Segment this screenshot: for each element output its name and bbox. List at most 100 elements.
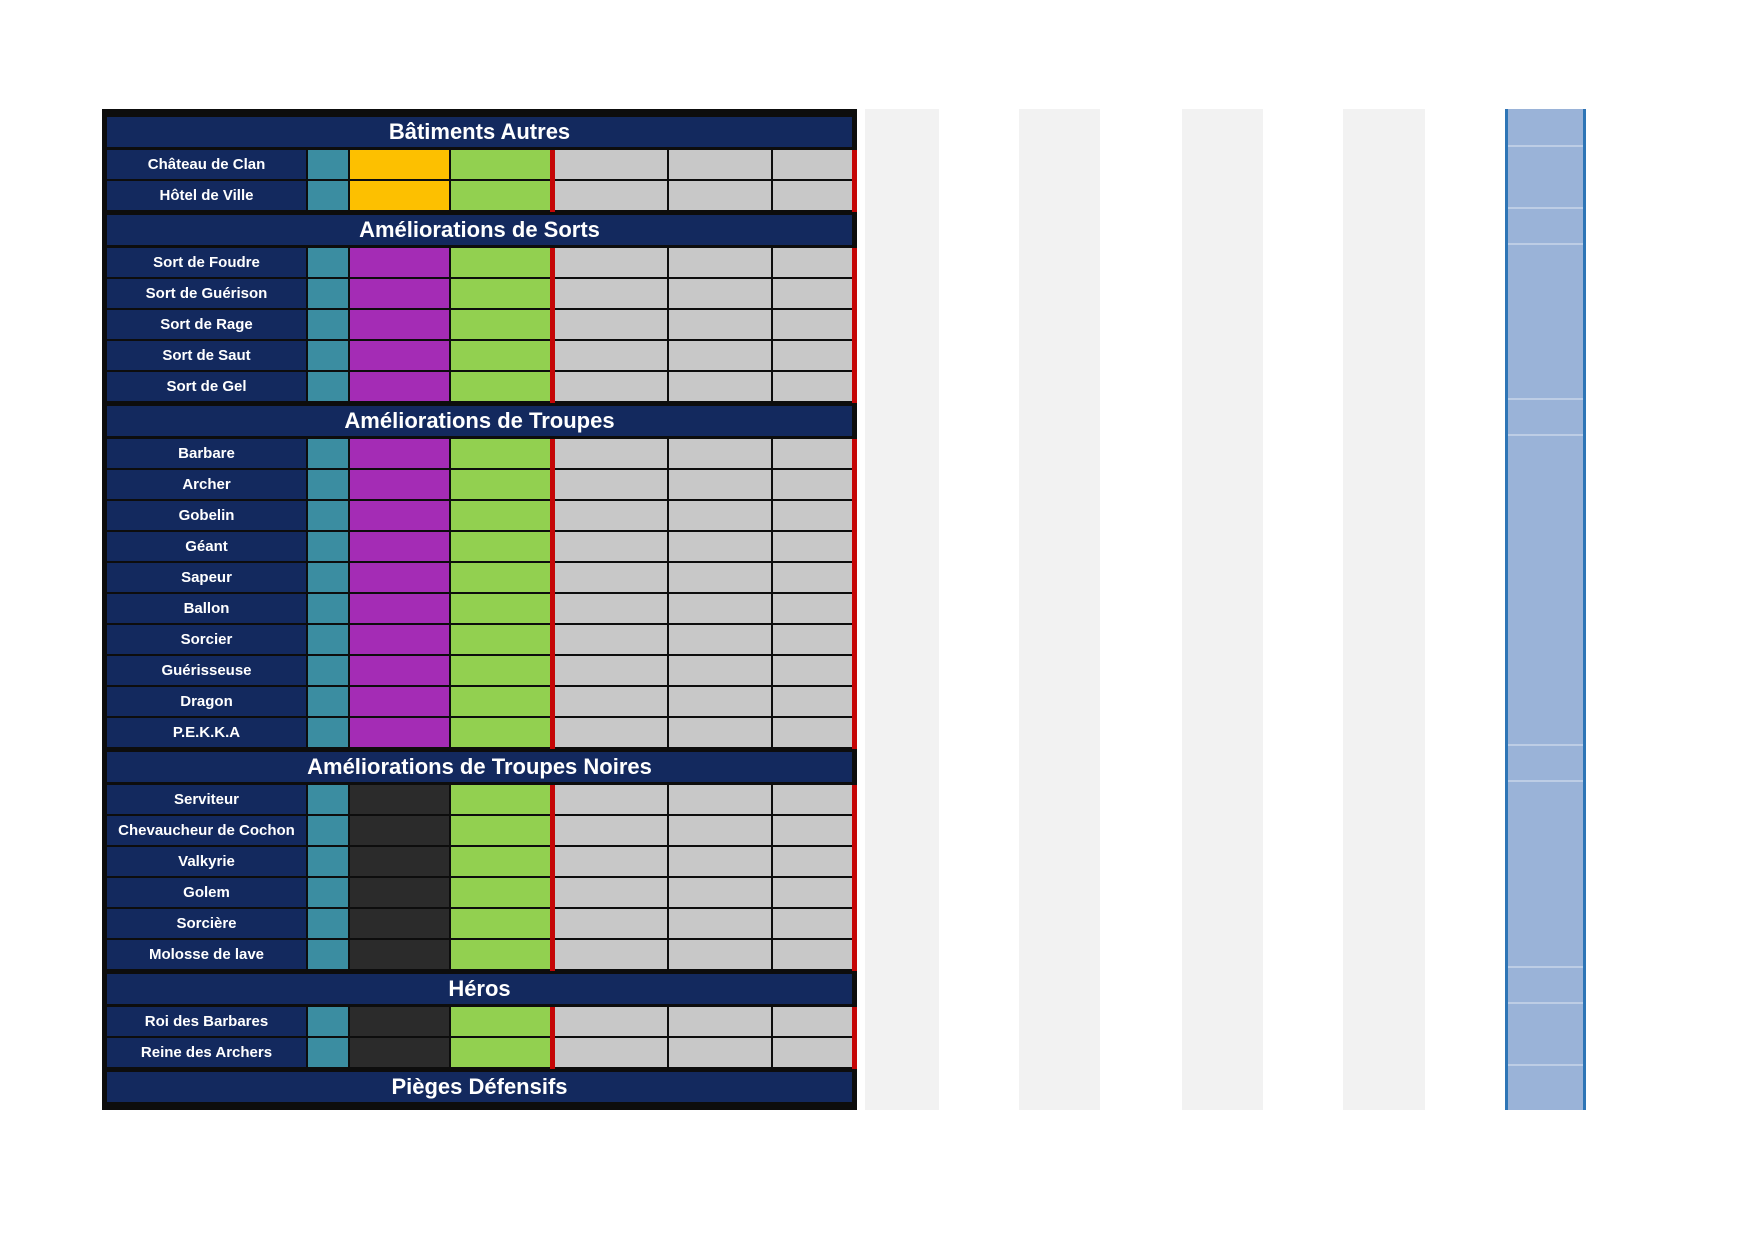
empty-cell-3[interactable] (773, 150, 852, 179)
status-cell-color[interactable] (350, 878, 451, 907)
status-cell-green[interactable] (451, 1007, 550, 1036)
empty-cell-1[interactable] (555, 687, 669, 716)
item-label-cell[interactable]: Gobelin (107, 501, 308, 530)
status-cell-teal[interactable] (308, 279, 350, 308)
empty-cell-2[interactable] (669, 785, 773, 814)
status-cell-green[interactable] (451, 1038, 550, 1067)
item-label-cell[interactable]: Sorcière (107, 909, 308, 938)
empty-cell-2[interactable] (669, 248, 773, 277)
empty-cell-3[interactable] (773, 878, 852, 907)
empty-cell-1[interactable] (555, 150, 669, 179)
status-cell-color[interactable] (350, 310, 451, 339)
status-cell-green[interactable] (451, 501, 550, 530)
item-label-cell[interactable]: Guérisseuse (107, 656, 308, 685)
status-cell-teal[interactable] (308, 785, 350, 814)
empty-cell-2[interactable] (669, 816, 773, 845)
status-cell-teal[interactable] (308, 816, 350, 845)
status-cell-green[interactable] (451, 656, 550, 685)
status-cell-green[interactable] (451, 594, 550, 623)
status-cell-teal[interactable] (308, 341, 350, 370)
empty-cell-1[interactable] (555, 501, 669, 530)
status-cell-teal[interactable] (308, 150, 350, 179)
item-label-cell[interactable]: Reine des Archers (107, 1038, 308, 1067)
item-label-cell[interactable]: Chevaucheur de Cochon (107, 816, 308, 845)
status-cell-teal[interactable] (308, 909, 350, 938)
status-cell-color[interactable] (350, 470, 451, 499)
empty-cell-2[interactable] (669, 878, 773, 907)
status-cell-green[interactable] (451, 563, 550, 592)
empty-cell-1[interactable] (555, 310, 669, 339)
empty-cell-3[interactable] (773, 940, 852, 969)
status-cell-green[interactable] (451, 470, 550, 499)
empty-cell-3[interactable] (773, 816, 852, 845)
empty-cell-1[interactable] (555, 248, 669, 277)
status-cell-teal[interactable] (308, 532, 350, 561)
empty-cell-1[interactable] (555, 816, 669, 845)
empty-cell-1[interactable] (555, 470, 669, 499)
empty-cell-2[interactable] (669, 279, 773, 308)
empty-cell-1[interactable] (555, 563, 669, 592)
empty-cell-2[interactable] (669, 563, 773, 592)
status-cell-color[interactable] (350, 181, 451, 210)
status-cell-color[interactable] (350, 940, 451, 969)
empty-cell-2[interactable] (669, 181, 773, 210)
empty-cell-3[interactable] (773, 563, 852, 592)
status-cell-teal[interactable] (308, 687, 350, 716)
item-label-cell[interactable]: Dragon (107, 687, 308, 716)
empty-cell-1[interactable] (555, 878, 669, 907)
section-header-band[interactable]: Améliorations de Troupes (107, 403, 857, 439)
status-cell-teal[interactable] (308, 656, 350, 685)
empty-cell-2[interactable] (669, 687, 773, 716)
empty-cell-1[interactable] (555, 656, 669, 685)
item-label-cell[interactable]: Serviteur (107, 785, 308, 814)
item-label-cell[interactable]: Sort de Rage (107, 310, 308, 339)
empty-cell-3[interactable] (773, 847, 852, 876)
empty-cell-1[interactable] (555, 594, 669, 623)
empty-cell-3[interactable] (773, 279, 852, 308)
empty-cell-2[interactable] (669, 501, 773, 530)
status-cell-teal[interactable] (308, 718, 350, 747)
empty-cell-1[interactable] (555, 181, 669, 210)
status-cell-color[interactable] (350, 341, 451, 370)
empty-cell-1[interactable] (555, 1038, 669, 1067)
status-cell-color[interactable] (350, 1038, 451, 1067)
empty-cell-2[interactable] (669, 372, 773, 401)
item-label-cell[interactable]: Barbare (107, 439, 308, 468)
empty-cell-2[interactable] (669, 909, 773, 938)
status-cell-green[interactable] (451, 150, 550, 179)
status-cell-teal[interactable] (308, 1007, 350, 1036)
status-cell-green[interactable] (451, 181, 550, 210)
status-cell-color[interactable] (350, 372, 451, 401)
status-cell-teal[interactable] (308, 470, 350, 499)
status-cell-green[interactable] (451, 687, 550, 716)
item-label-cell[interactable]: Molosse de lave (107, 940, 308, 969)
status-cell-color[interactable] (350, 501, 451, 530)
empty-cell-2[interactable] (669, 940, 773, 969)
empty-cell-3[interactable] (773, 532, 852, 561)
empty-cell-1[interactable] (555, 279, 669, 308)
status-cell-green[interactable] (451, 439, 550, 468)
item-label-cell[interactable]: Golem (107, 878, 308, 907)
status-cell-teal[interactable] (308, 372, 350, 401)
status-cell-color[interactable] (350, 150, 451, 179)
section-header-band[interactable]: Héros (107, 971, 857, 1007)
empty-cell-3[interactable] (773, 310, 852, 339)
status-cell-teal[interactable] (308, 439, 350, 468)
empty-cell-3[interactable] (773, 594, 852, 623)
status-cell-green[interactable] (451, 248, 550, 277)
empty-cell-1[interactable] (555, 625, 669, 654)
empty-cell-2[interactable] (669, 310, 773, 339)
empty-cell-3[interactable] (773, 909, 852, 938)
item-label-cell[interactable]: Sort de Gel (107, 372, 308, 401)
empty-cell-2[interactable] (669, 656, 773, 685)
empty-cell-3[interactable] (773, 718, 852, 747)
empty-cell-3[interactable] (773, 372, 852, 401)
status-cell-green[interactable] (451, 279, 550, 308)
status-cell-teal[interactable] (308, 847, 350, 876)
status-cell-green[interactable] (451, 878, 550, 907)
status-cell-teal[interactable] (308, 1038, 350, 1067)
empty-cell-3[interactable] (773, 656, 852, 685)
empty-cell-3[interactable] (773, 341, 852, 370)
item-label-cell[interactable]: Sorcier (107, 625, 308, 654)
empty-cell-3[interactable] (773, 1007, 852, 1036)
